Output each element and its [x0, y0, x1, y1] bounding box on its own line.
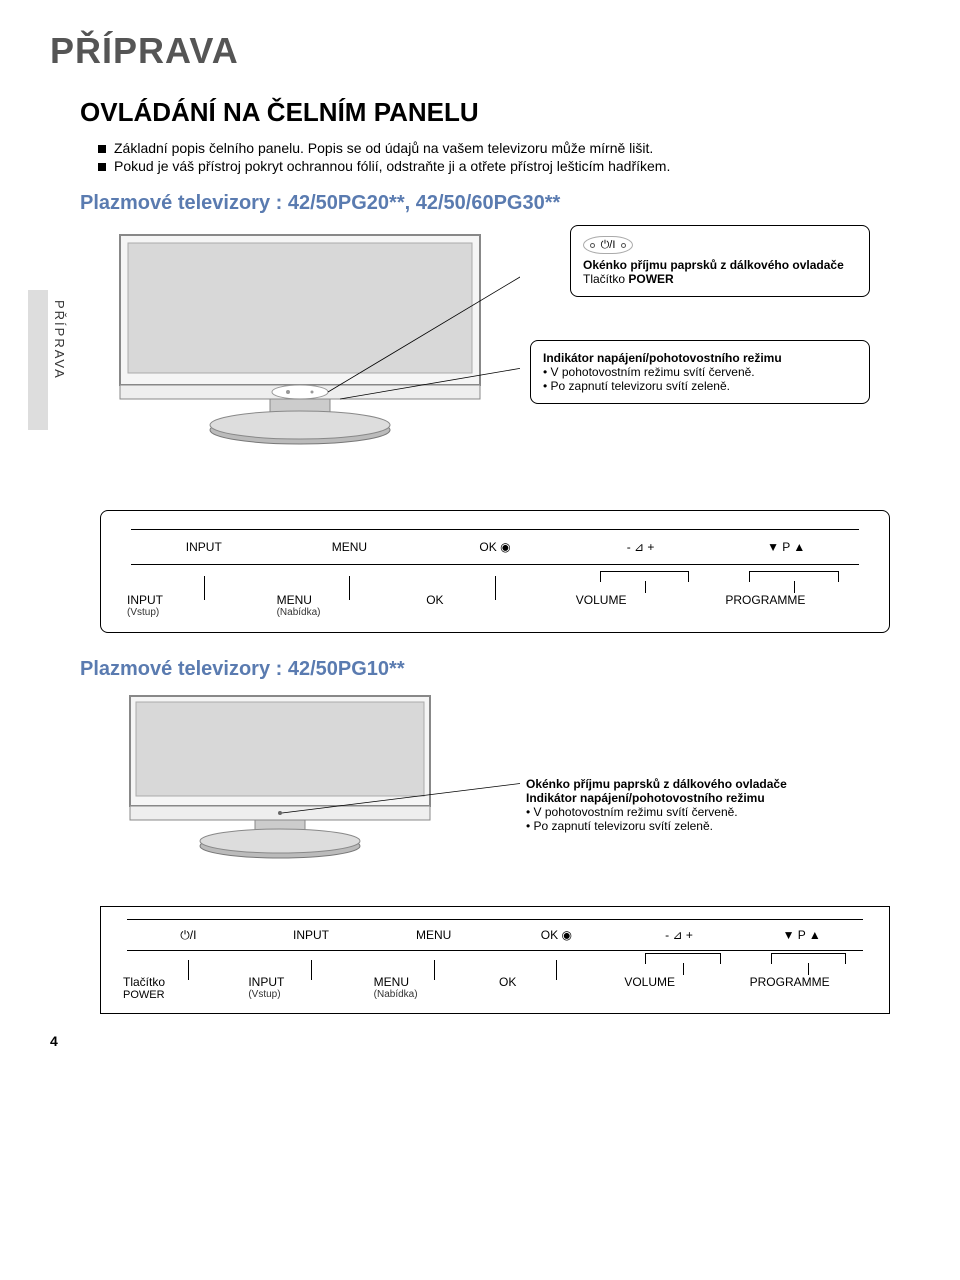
c2b-l3: • V pohotovostním režimu svítí červeně. [526, 805, 874, 819]
btn2-power: ⏻/I [127, 928, 250, 943]
lab2-programme: PROGRAMME [750, 975, 867, 989]
intro-bullets: Základní popis čelního panelu. Popis se … [98, 140, 910, 174]
model1-heading: Plazmové televizory : 42/50PG20**, 42/50… [80, 192, 910, 215]
side-tab [28, 290, 48, 430]
c2b-l2: Indikátor napájení/pohotovostního režimu [526, 791, 874, 805]
page-number: 4 [50, 1033, 58, 1049]
model2-heading: Plazmové televizory : 42/50PG10** [80, 658, 910, 681]
callout2-b2: • Po zapnutí televizoru svítí zeleně. [543, 379, 857, 393]
panel-labels-2: TlačítkoPOWER INPUT(Vstup) MENU(Nabídka)… [119, 975, 871, 1001]
btn2-menu: MENU [372, 928, 495, 942]
btn-menu: MENU [277, 540, 423, 554]
lab2-menu: MENU [374, 975, 491, 989]
callout1-line2a: Tlačítko [583, 272, 628, 286]
callout2-b1: • V pohotovostním režimu svítí červeně. [543, 365, 857, 379]
tv-diagram-2: Okénko příjmu paprsků z dálkového ovlada… [80, 691, 910, 891]
lab-menu: MENU [277, 593, 415, 607]
lab2-volume: VOLUME [624, 975, 741, 989]
callout1-line1: Okénko příjmu paprsků z dálkového ovlada… [583, 258, 857, 272]
btn-volume: - ⊿ + [568, 540, 714, 554]
btn2-volume: - ⊿ + [618, 928, 741, 942]
front-panel-1: INPUT MENU OK ◉ - ⊿ + ▼ P ▲ INPUT(Vstup)… [100, 510, 890, 633]
lab2-power: Tlačítko [123, 975, 240, 989]
btn-programme: ▼ P ▲ [713, 540, 859, 554]
panel-strip-1: INPUT MENU OK ◉ - ⊿ + ▼ P ▲ [131, 529, 859, 565]
lab-volume: VOLUME [576, 593, 714, 607]
lab-input: INPUT [127, 593, 265, 607]
btn-ok: OK ◉ [422, 540, 568, 554]
bullet-1: Základní popis čelního panelu. Popis se … [114, 140, 653, 156]
lab2-ok: OK [499, 975, 616, 989]
callout-remote-sensor: ⏻/I Okénko příjmu paprsků z dálkového ov… [570, 225, 870, 297]
bullet-2: Pokud je váš přístroj pokryt ochrannou f… [114, 158, 670, 174]
panel-strip-2: ⏻/I INPUT MENU OK ◉ - ⊿ + ▼ P ▲ [127, 919, 863, 951]
callout-power-indicator: Indikátor napájení/pohotovostního režimu… [530, 340, 870, 404]
btn-input: INPUT [131, 540, 277, 554]
tv-diagram-1: ⏻/I Okénko příjmu paprsků z dálkového ov… [80, 225, 910, 495]
section-title: OVLÁDÁNÍ NA ČELNÍM PANELU [80, 97, 910, 128]
side-tab-text: PŘÍPRAVA [52, 300, 67, 380]
page-title: PŘÍPRAVA [50, 30, 910, 72]
callout-model2: Okénko příjmu paprsků z dálkového ovlada… [520, 771, 880, 839]
c2b-l4: • Po zapnutí televizoru svítí zeleně. [526, 819, 874, 833]
btn2-input: INPUT [250, 928, 373, 942]
btn2-ok: OK ◉ [495, 928, 618, 942]
c2b-l1: Okénko příjmu paprsků z dálkového ovlada… [526, 777, 874, 791]
tv-illustration-2 [100, 691, 520, 881]
callout2-title: Indikátor napájení/pohotovostního režimu [543, 351, 857, 365]
front-panel-2: ⏻/I INPUT MENU OK ◉ - ⊿ + ▼ P ▲ Tlačítko… [100, 906, 890, 1014]
btn2-programme: ▼ P ▲ [740, 928, 863, 942]
lab2-input: INPUT [248, 975, 365, 989]
callout1-line2b: POWER [628, 272, 673, 286]
lab-programme: PROGRAMME [725, 593, 863, 607]
tv-illustration-1 [100, 225, 520, 485]
